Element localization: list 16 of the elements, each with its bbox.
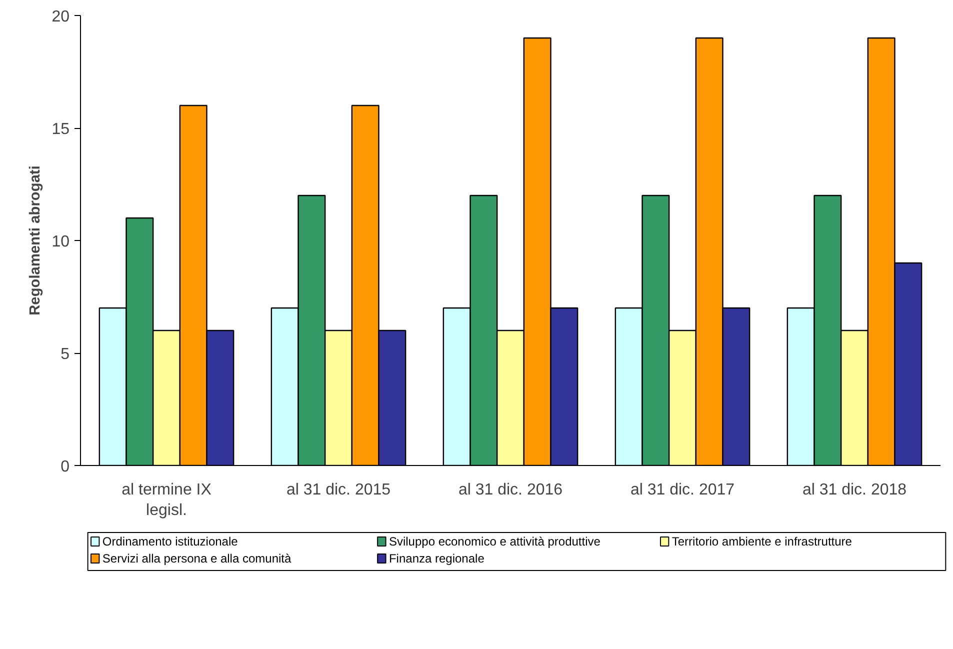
- x-tick-label: al 31 dic. 2017: [630, 482, 735, 498]
- x-tick-label: al 31 dic. 2016: [458, 482, 563, 498]
- x-tick-label: al termine IX legisl.: [122, 482, 212, 519]
- legend-label: Finanza regionale: [388, 552, 485, 566]
- y-tick-label: 10: [52, 234, 70, 250]
- y-tick-label: 0: [60, 458, 70, 476]
- y-tick-label: 5: [60, 346, 70, 363]
- legend-label: Territorio ambiente e infrastrutture: [672, 534, 852, 548]
- x-tick-label: al 31 dic. 2018: [802, 482, 907, 498]
- y-axis-title: Regolamenti abrogati: [28, 166, 44, 316]
- y-tick-label: 15: [52, 121, 70, 138]
- x-tick-label: al 31 dic. 2015: [286, 482, 391, 498]
- y-tick-label: 20: [52, 8, 70, 26]
- legend-label: Servizi alla persona e alla comunità: [102, 552, 292, 566]
- legend-label: Ordinamento istituzionale: [102, 534, 238, 548]
- legend-label: Sviluppo economico e attività produttive: [388, 534, 601, 548]
